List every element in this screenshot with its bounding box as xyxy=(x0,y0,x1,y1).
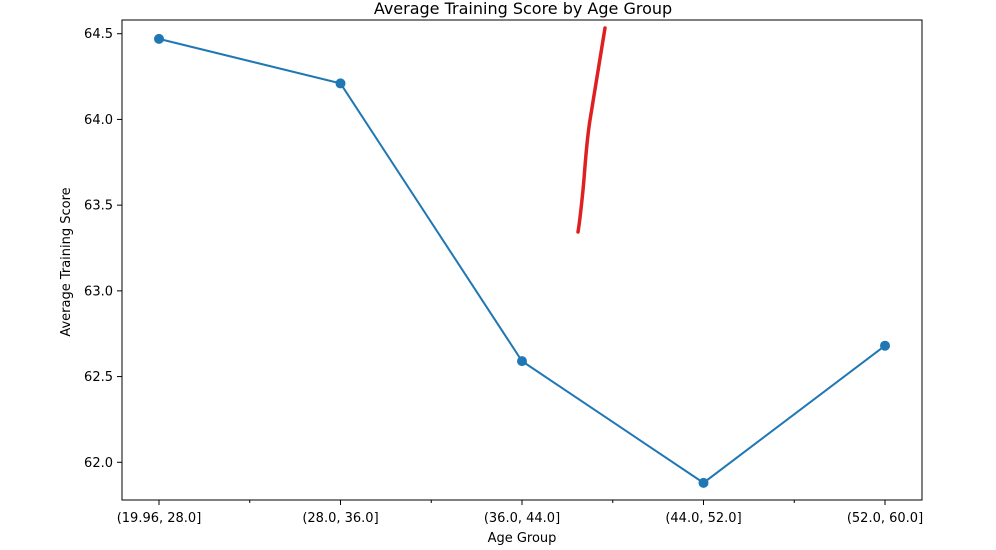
x-tick-label: (52.0, 60.0] xyxy=(847,511,923,526)
y-tick-label: 63.0 xyxy=(84,284,113,299)
x-tick-label: (28.0, 36.0] xyxy=(302,511,378,526)
y-axis-label: Average Training Score xyxy=(59,187,74,336)
chart-title: Average Training Score by Age Group xyxy=(374,0,672,18)
series-layer xyxy=(154,33,890,488)
x-tick-label: (44.0, 52.0] xyxy=(665,511,741,526)
data-point xyxy=(335,78,346,89)
y-tick-label: 64.0 xyxy=(84,113,113,128)
x-tick-label: (19.96, 28.0] xyxy=(117,511,202,526)
data-point xyxy=(517,356,527,367)
data-point xyxy=(698,477,709,488)
y-tick-label: 62.0 xyxy=(84,456,113,471)
y-tick-label: 63.5 xyxy=(84,199,113,214)
data-point xyxy=(154,33,164,44)
data-point xyxy=(880,340,890,351)
series-line xyxy=(158,37,886,485)
plot-frame xyxy=(121,19,923,501)
y-axis: 62.0 62.5 63.0 63.5 64.0 64.5 xyxy=(84,27,122,471)
red-annotation-stroke xyxy=(576,26,607,234)
x-axis-label: Age Group xyxy=(488,531,557,546)
y-tick-label: 62.5 xyxy=(84,370,113,385)
y-tick-label: 64.5 xyxy=(84,27,113,42)
x-axis: (19.96, 28.0] (28.0, 36.0] (36.0, 44.0] (44… xyxy=(117,500,923,526)
x-tick-label: (36.0, 44.0] xyxy=(484,511,560,526)
